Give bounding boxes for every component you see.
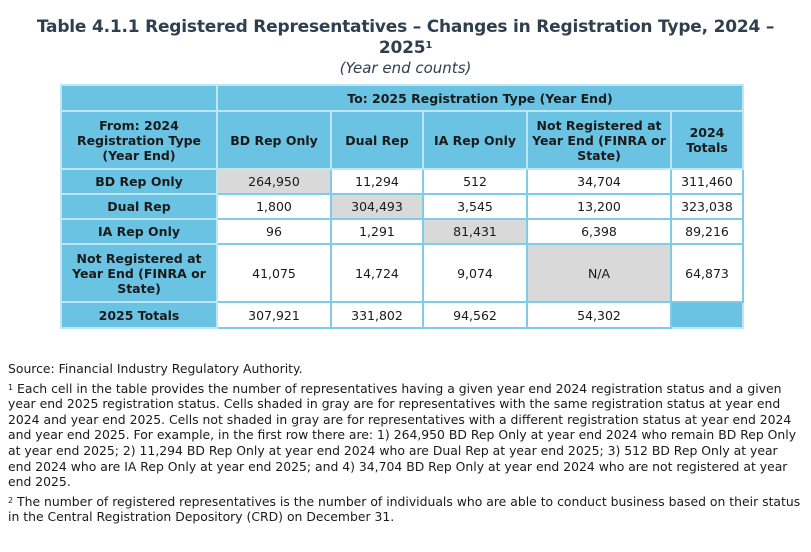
table-notes: Source: Financial Industry Regulatory Au…	[8, 361, 804, 525]
table-row: Not Registered at Year End (FINRA or Sta…	[60, 243, 744, 303]
table-cell: 3,545	[422, 193, 528, 220]
row-label: Not Registered at Year End (FINRA or Sta…	[60, 243, 218, 303]
group-header-row: To: 2025 Registration Type (Year End)	[60, 84, 744, 112]
table-cell-empty	[670, 301, 744, 329]
table-title: Table 4.1.1 Registered Representatives –…	[0, 0, 811, 59]
column-header-row: From: 2024 Registration Type (Year End) …	[60, 110, 744, 170]
col-header-ia-rep-only: IA Rep Only	[422, 110, 528, 170]
table-cell: 307,921	[216, 301, 332, 329]
totals-row: 2025 Totals 307,921 331,802 94,562 54,30…	[60, 301, 744, 329]
footnote-1-mark: 1	[8, 382, 14, 392]
row-label: Dual Rep	[60, 193, 218, 220]
from-header: From: 2024 Registration Type (Year End)	[60, 110, 218, 170]
table-cell: 1,291	[330, 218, 424, 245]
source-note: Source: Financial Industry Regulatory Au…	[8, 361, 303, 376]
title-year: 2025	[378, 38, 426, 58]
table-cell: N/A	[526, 243, 672, 303]
table-cell: 304,493	[330, 193, 424, 220]
footnote-2-text: The number of registered representatives…	[8, 493, 801, 525]
table-row: Dual Rep 1,800 304,493 3,545 13,200 323,…	[60, 193, 744, 220]
table-cell: 89,216	[670, 218, 744, 245]
table-subtitle: (Year end counts)	[339, 59, 472, 77]
table-cell: 512	[422, 168, 528, 195]
footnote-1-text: Each cell in the table provides the numb…	[8, 380, 797, 490]
table-cell: 11,294	[330, 168, 424, 195]
table-cell: 6,398	[526, 218, 672, 245]
table-cell: 94,562	[422, 301, 528, 329]
col-header-bd-rep-only: BD Rep Only	[216, 110, 332, 170]
registration-table: To: 2025 Registration Type (Year End) Fr…	[60, 84, 744, 329]
table-cell: 34,704	[526, 168, 672, 195]
table-cell: 14,724	[330, 243, 424, 303]
table-row: BD Rep Only 264,950 11,294 512 34,704 31…	[60, 168, 744, 195]
col-header-dual-rep: Dual Rep	[330, 110, 424, 170]
title-line-1: Table 4.1.1 Registered Representatives –…	[36, 17, 775, 37]
table-cell: 311,460	[670, 168, 744, 195]
row-label: 2025 Totals	[60, 301, 218, 329]
table-cell: 13,200	[526, 193, 672, 220]
title-footnote-mark: 1	[425, 40, 433, 51]
footnote-2-mark: 2	[8, 495, 14, 505]
table-cell: 1,800	[216, 193, 332, 220]
table-cell: 264,950	[216, 168, 332, 195]
table-row: IA Rep Only 96 1,291 81,431 6,398 89,216	[60, 218, 744, 245]
table-cell: 54,302	[526, 301, 672, 329]
col-header-2024-totals: 2024 Totals	[670, 110, 744, 170]
table-cell: 96	[216, 218, 332, 245]
col-header-not-registered: Not Registered at Year End (FINRA or Sta…	[526, 110, 672, 170]
footnote-2: 2 The number of registered representativ…	[8, 494, 804, 525]
table-cell: 64,873	[670, 243, 744, 303]
table-cell: 81,431	[422, 218, 528, 245]
table-cell: 323,038	[670, 193, 744, 220]
table-cell: 331,802	[330, 301, 424, 329]
group-header: To: 2025 Registration Type (Year End)	[216, 84, 744, 112]
table-cell: 9,074	[422, 243, 528, 303]
footnote-1: 1 Each cell in the table provides the nu…	[8, 381, 804, 490]
table-cell: 41,075	[216, 243, 332, 303]
row-label: IA Rep Only	[60, 218, 218, 245]
row-label: BD Rep Only	[60, 168, 218, 195]
corner-cell	[60, 84, 218, 112]
title-line-2: 20251	[0, 38, 811, 59]
